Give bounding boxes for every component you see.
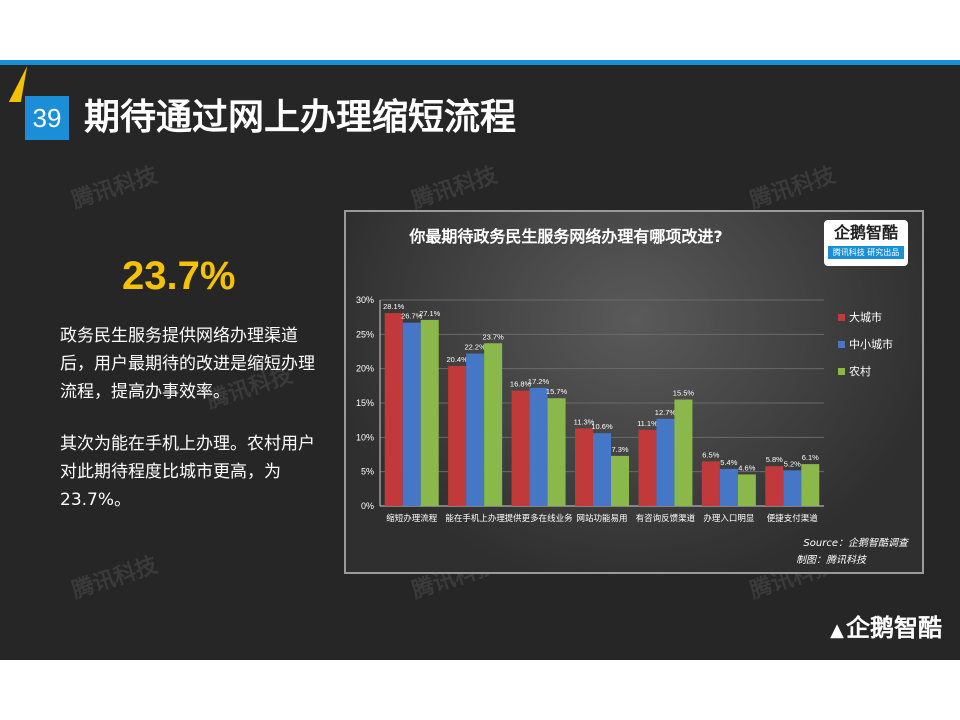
bar — [448, 365, 467, 506]
chart-title: 你最期待政务民生服务网络办理有哪项改进? — [408, 227, 722, 246]
data-label: 23.7% — [483, 332, 505, 341]
chart-panel: 企鹅智酷 腾讯科技 研究出品 你最期待政务民生服务网络办理有哪项改进? 0% 5% 1… — [344, 210, 924, 574]
data-label: 11.3% — [574, 417, 595, 426]
data-label: 4.6% — [738, 463, 755, 472]
y-tick-label: 0% — [361, 501, 374, 511]
page-title: 期待通过网上办理缩短流程 — [84, 97, 517, 138]
x-tick-label: 办理入口明显 — [703, 513, 755, 524]
description-paragraph-2: 其次为能在手机上办理。农村用户对此期待程度比城市更高，为23.7%。 — [60, 434, 315, 510]
bar — [801, 464, 820, 506]
slide: 39 期待通过网上办理缩短流程 腾讯科技 腾讯科技 腾讯科技 腾讯科技 腾讯科技… — [0, 60, 960, 660]
y-tick-label: 10% — [356, 432, 374, 442]
x-tick-label: 提供更多在线业务 — [505, 513, 574, 524]
data-label: 27.1% — [419, 309, 441, 318]
bar-chart: 你最期待政务民生服务网络办理有哪项改进? 0% 5% 10% 15% 20% 25% 30% 2… — [356, 227, 910, 566]
y-tick-label: 5% — [361, 467, 374, 477]
chart-credit: 制图：腾讯科技 — [796, 554, 868, 566]
x-tick-label: 缩短办理流程 — [386, 513, 438, 524]
brand-logo-tagline: 腾讯科技 研究出品 — [828, 246, 904, 259]
penguin-icon: ▲ — [830, 620, 844, 641]
description-paragraph-1: 政务民生服务提供网络办理渠道后，用户最期待的改进是缩短办理流程，提高办事效率。 — [60, 326, 315, 402]
brand-logo-name: 企鹅智酷 — [833, 223, 898, 242]
data-label: 5.8% — [766, 455, 783, 464]
legend-label: 大城市 — [849, 310, 882, 324]
bar — [674, 399, 693, 506]
bar — [719, 468, 738, 506]
bar — [384, 313, 403, 506]
y-tick-label: 20% — [356, 364, 374, 374]
bar — [575, 428, 593, 506]
watermark: 腾讯科技 — [69, 552, 161, 604]
data-label: 12.7% — [655, 408, 677, 417]
brand-logo: 企鹅智酷 腾讯科技 研究出品 — [824, 220, 908, 266]
bar — [783, 470, 802, 506]
bar — [511, 390, 530, 506]
data-label: 6.5% — [702, 450, 719, 459]
data-label: 22.2% — [465, 343, 487, 352]
data-label: 11.1% — [637, 419, 658, 428]
legend-label: 农村 — [849, 364, 871, 378]
y-tick-label: 15% — [356, 398, 374, 408]
footer-logo: ▲企鹅智酷 — [830, 613, 942, 646]
bar — [593, 433, 611, 506]
x-tick-label: 便捷支付渠道 — [767, 513, 819, 524]
data-label: 6.1% — [802, 453, 819, 462]
watermark: 腾讯科技 — [747, 162, 839, 214]
data-label: 20.4% — [447, 355, 469, 364]
data-label: 10.6% — [591, 422, 613, 431]
bar — [611, 455, 629, 506]
legend-label: 中小城市 — [849, 337, 893, 351]
bar — [656, 418, 675, 506]
x-tick-label: 网站功能易用 — [576, 513, 627, 524]
top-accent-line — [0, 60, 960, 65]
bar — [737, 474, 756, 506]
bar — [529, 387, 548, 506]
data-label: 28.1% — [383, 302, 405, 311]
data-label: 5.2% — [784, 459, 801, 468]
data-label: 16.8% — [510, 380, 532, 389]
y-tick-label: 30% — [356, 295, 374, 305]
data-label: 17.2% — [528, 377, 550, 386]
watermark: 腾讯科技 — [409, 162, 501, 214]
watermark: 腾讯科技 — [69, 162, 161, 214]
footer-logo-text: 企鹅智酷 — [846, 614, 942, 642]
y-tick-label: 25% — [356, 329, 374, 339]
legend-swatch — [838, 368, 845, 375]
chart-source: Source：企鹅智酷调查 — [803, 537, 910, 549]
legend-swatch — [838, 341, 845, 348]
legend-swatch — [838, 314, 845, 321]
bar — [701, 461, 720, 506]
data-label: 26.7% — [401, 312, 423, 321]
data-label: 5.4% — [720, 458, 737, 467]
x-tick-label: 有咨询反馈渠道 — [636, 513, 696, 524]
x-tick-label: 能在手机上办理 — [445, 513, 505, 524]
bar — [638, 429, 657, 506]
bar — [466, 353, 485, 506]
bar — [402, 322, 421, 506]
data-label: 15.5% — [673, 389, 695, 398]
slide-number: 39 — [25, 96, 69, 140]
bar — [420, 319, 439, 506]
bar — [765, 466, 784, 506]
bar — [484, 343, 503, 506]
highlight-value: 23.7% — [122, 254, 236, 298]
bar — [547, 398, 566, 506]
data-label: 15.7% — [546, 387, 568, 396]
data-label: 7.3% — [611, 445, 628, 454]
